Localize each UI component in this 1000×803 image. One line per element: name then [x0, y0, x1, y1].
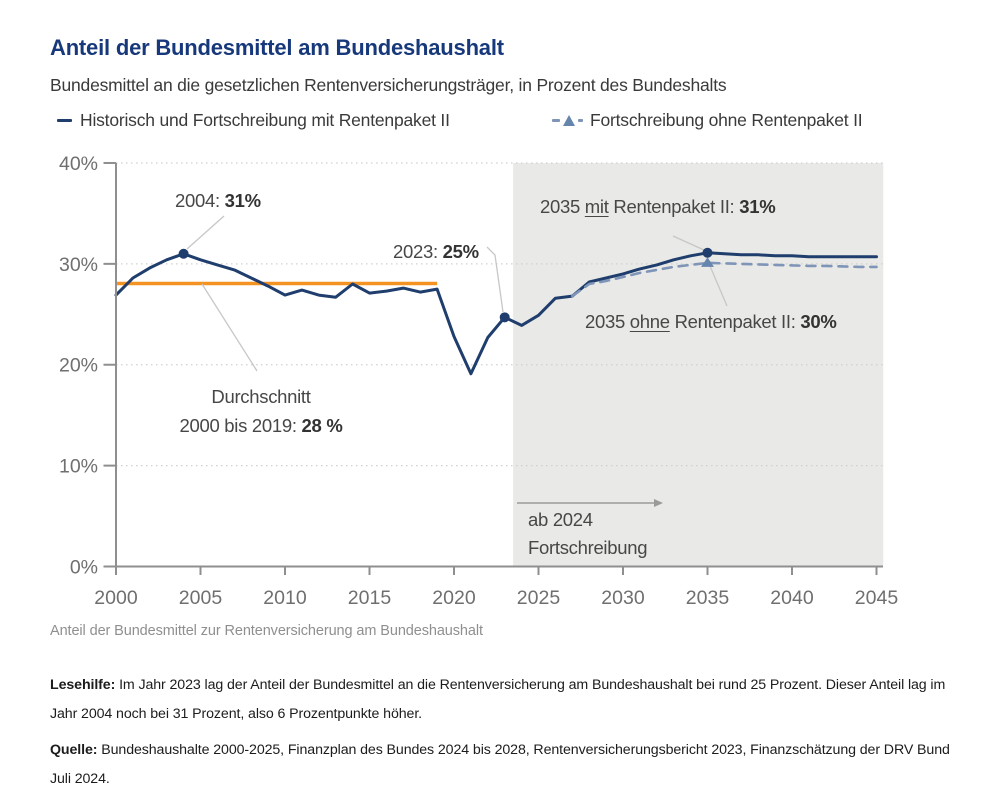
annotation-average: Durchschnitt 2000 bis 2019: 28 % — [179, 386, 343, 436]
annotation-leader-line — [709, 265, 728, 307]
triangle-marker-icon — [563, 115, 575, 126]
quelle-label: Quelle: — [50, 742, 98, 758]
x-tick-label: 2025 — [517, 587, 561, 609]
annotation-2035-ohne: 2035 ohne Rentenpaket II: 30% — [585, 311, 837, 332]
annotation-leader-line — [672, 235, 705, 251]
chart-legend: Historisch und Fortschreibung mit Renten… — [57, 110, 957, 136]
legend-item-historisch: Historisch und Fortschreibung mit Renten… — [57, 110, 450, 131]
solid-line-swatch-icon — [57, 118, 72, 123]
x-tick-label: 2015 — [348, 587, 392, 609]
annotation-2023-value: 25% — [442, 241, 479, 262]
annotation-2004: 2004: 31% — [175, 190, 261, 212]
x-tick-label: 2000 — [94, 587, 138, 609]
y-tick-label: 30% — [59, 254, 98, 276]
data-point-marker — [702, 247, 713, 258]
x-tick-label: 2030 — [601, 587, 645, 609]
x-tick-label: 2045 — [855, 587, 899, 609]
annotation-2023-label: 2023: — [393, 241, 443, 262]
projection-arrowhead-icon — [654, 499, 663, 507]
legend-label-ohne: Fortschreibung ohne Rentenpaket II — [590, 110, 863, 130]
legend-label-historisch: Historisch und Fortschreibung mit Renten… — [80, 110, 450, 130]
dashed-line-swatch-icon — [552, 119, 560, 122]
y-tick-label: 20% — [59, 355, 98, 377]
annotation-projection: ab 2024 Fortschreibung — [528, 509, 648, 558]
chart-caption: Anteil der Bundesmittel zur Rentenversic… — [50, 623, 483, 639]
line-chart: 0% 10% 20% 30% 40% 2000 2005 2010 2015 2020 2025 20… — [59, 153, 899, 609]
x-tick-label: 2035 — [686, 587, 730, 609]
x-tick-label: 2040 — [770, 587, 814, 609]
annotation-leader-line — [186, 215, 225, 250]
chart-line-historical — [114, 251, 878, 376]
y-tick-label: 0% — [70, 557, 98, 579]
annotation-2035-mit: 2035 mit Rentenpaket II: 31% — [540, 196, 776, 217]
x-tick-label: 2005 — [179, 587, 223, 609]
y-tick-label: 10% — [59, 456, 98, 478]
annotation-2004-value: 31% — [224, 190, 261, 211]
dashed-line-swatch-icon — [578, 119, 583, 122]
annotation-leader-line — [486, 246, 504, 313]
annotation-2004-label: 2004: — [175, 190, 225, 211]
chart-line-projection-ohne — [570, 261, 878, 298]
legend-item-ohne: Fortschreibung ohne Rentenpaket II — [552, 110, 863, 131]
x-tick-label: 2010 — [263, 587, 307, 609]
y-tick-label: 40% — [59, 153, 98, 175]
chart-subtitle: Bundesmittel an die gesetzlichen Rentenv… — [50, 75, 727, 95]
annotation-2023: 2023: 25% — [393, 241, 479, 263]
annotation-leader-line — [201, 283, 258, 372]
page-title: Anteil der Bundesmittel am Bundeshaushal… — [50, 35, 504, 60]
data-point-marker — [178, 248, 189, 259]
quelle-note: Quelle: Bundeshaushalte 2000-2025, Finan… — [50, 742, 950, 787]
data-point-marker — [499, 312, 510, 323]
data-point-triangle-marker — [701, 257, 714, 267]
lesehilfe-note: Lesehilfe: Im Jahr 2023 lag der Anteil d… — [50, 677, 946, 722]
lesehilfe-label: Lesehilfe: — [50, 677, 116, 693]
x-tick-label: 2020 — [432, 587, 476, 609]
